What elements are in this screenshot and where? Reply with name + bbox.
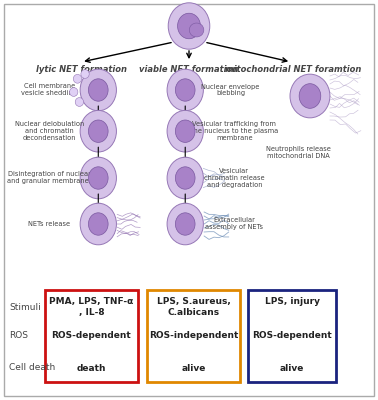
Text: LPS, S.aureus,
C.albicans: LPS, S.aureus, C.albicans — [156, 297, 231, 317]
Ellipse shape — [167, 157, 203, 199]
Text: ROS-dependent: ROS-dependent — [252, 332, 332, 340]
Text: ROS: ROS — [9, 332, 28, 340]
Ellipse shape — [73, 74, 82, 83]
Ellipse shape — [175, 167, 195, 189]
Text: Cell death: Cell death — [9, 363, 56, 372]
Text: Disintegration of nuclear
and granular membranes: Disintegration of nuclear and granular m… — [6, 172, 92, 184]
Ellipse shape — [80, 69, 116, 111]
Ellipse shape — [80, 203, 116, 245]
Text: Stimuli: Stimuli — [9, 304, 41, 312]
Ellipse shape — [175, 213, 195, 235]
Text: ROS-independent: ROS-independent — [149, 332, 238, 340]
Ellipse shape — [88, 213, 108, 235]
Ellipse shape — [167, 110, 203, 152]
Text: viable NET formation: viable NET formation — [139, 65, 239, 74]
Ellipse shape — [167, 69, 203, 111]
Text: Nuclear delobulation
and chromatin
decondensation: Nuclear delobulation and chromatin decon… — [14, 121, 84, 141]
Text: PMA, LPS, TNF-α
, IL-8: PMA, LPS, TNF-α , IL-8 — [49, 297, 134, 317]
Ellipse shape — [88, 167, 108, 189]
Text: alive: alive — [181, 364, 206, 373]
Text: Cell membrane
vesicle shedding: Cell membrane vesicle shedding — [21, 84, 77, 96]
Ellipse shape — [178, 13, 200, 39]
Text: alive: alive — [280, 364, 304, 373]
Text: lytic NET formation: lytic NET formation — [36, 65, 127, 74]
Ellipse shape — [88, 79, 108, 101]
FancyBboxPatch shape — [248, 290, 336, 382]
Text: mitochondrial NET foramtion: mitochondrial NET foramtion — [225, 65, 361, 74]
Ellipse shape — [189, 23, 204, 37]
Text: LPS, injury: LPS, injury — [265, 297, 319, 306]
Ellipse shape — [88, 120, 108, 142]
FancyBboxPatch shape — [4, 4, 374, 396]
Text: Nuclear envelope
blebbing: Nuclear envelope blebbing — [201, 84, 260, 96]
Ellipse shape — [75, 98, 84, 106]
Text: ROS-dependent: ROS-dependent — [52, 332, 131, 340]
FancyBboxPatch shape — [147, 290, 240, 382]
Ellipse shape — [175, 79, 195, 101]
Ellipse shape — [70, 88, 78, 96]
Text: Vesicular trafficking from
the nucleus to the plasma
membrane: Vesicular trafficking from the nucleus t… — [191, 121, 278, 141]
Text: death: death — [77, 364, 106, 373]
Text: Extracellular
assembly of NETs: Extracellular assembly of NETs — [205, 218, 263, 230]
Ellipse shape — [167, 203, 203, 245]
Ellipse shape — [81, 70, 89, 78]
FancyBboxPatch shape — [45, 290, 138, 382]
Ellipse shape — [80, 110, 116, 152]
Text: Neutrophils release
mitochondrial DNA: Neutrophils release mitochondrial DNA — [266, 146, 331, 158]
Ellipse shape — [80, 157, 116, 199]
Ellipse shape — [299, 84, 321, 108]
Ellipse shape — [290, 74, 330, 118]
Ellipse shape — [168, 3, 210, 49]
Text: Vesicular
chromatin release
and degradation: Vesicular chromatin release and degradat… — [204, 168, 265, 188]
Ellipse shape — [175, 120, 195, 142]
Text: NETs release: NETs release — [28, 221, 70, 227]
